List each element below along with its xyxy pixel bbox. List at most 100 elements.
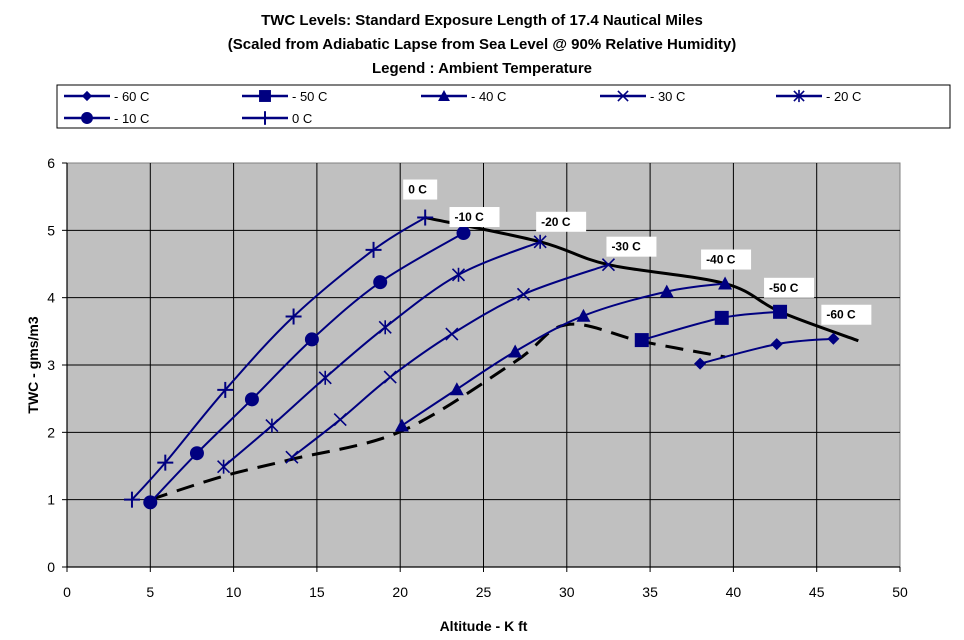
annotation-box (821, 304, 872, 325)
y-tick-label: 2 (47, 424, 55, 440)
series-group (123, 209, 434, 508)
annotation-box (701, 249, 752, 270)
envelope-line-dashed (149, 322, 726, 502)
x-tick-labels: 0 5 10 15 20 25 30 35 40 45 50 (63, 567, 908, 600)
annotation-label: -40 C (701, 249, 752, 270)
data-point (508, 344, 523, 358)
annotation-text: -50 C (769, 281, 799, 295)
data-point (634, 333, 649, 348)
data-point (285, 308, 302, 325)
x-tick-label: 25 (476, 584, 492, 600)
legend-marker-plus-icon (258, 111, 272, 125)
legend-item: 0 C (242, 111, 312, 126)
data-point (285, 450, 299, 464)
x-tick-label: 30 (559, 584, 575, 600)
legend-marker-star-icon (793, 89, 805, 103)
data-point (244, 392, 259, 407)
legend-marker-triangle-icon (438, 90, 450, 102)
data-point (318, 370, 332, 385)
data-point (445, 327, 459, 341)
data-point (157, 454, 174, 471)
annotation-text: -20 C (541, 215, 571, 229)
chart-subtitle: (Scaled from Adiabatic Lapse from Sea Le… (227, 36, 737, 53)
annotation-label: -60 C (821, 304, 872, 325)
data-point (373, 275, 388, 290)
annotation-box (449, 207, 500, 228)
annotation-label: -20 C (536, 211, 587, 232)
legend: - 60 C - 50 C - 40 C - 30 C - 20 C - 10 C 0 C (56, 84, 951, 129)
legend-item: - 50 C (242, 89, 327, 104)
series-group (285, 258, 616, 464)
data-point (694, 357, 707, 370)
annotation-box (764, 277, 815, 298)
annotation-text: -60 C (826, 308, 856, 322)
legend-marker-diamond-icon (81, 90, 93, 102)
legend-marker-circle-icon (81, 112, 93, 124)
envelope-line-solid (424, 216, 859, 343)
legend-item: - 30 C (600, 89, 685, 104)
x-tick-label: 0 (63, 584, 71, 600)
legend-item: - 10 C (64, 111, 149, 126)
annotation-box (403, 179, 438, 200)
data-point (456, 226, 471, 241)
data-point (394, 418, 409, 432)
data-point (576, 308, 591, 322)
annotation-label: 0 C (403, 179, 438, 200)
series-group (143, 226, 471, 510)
annotation-label: -50 C (764, 277, 815, 298)
data-point (383, 370, 397, 384)
x-tick-label: 10 (226, 584, 242, 600)
x-tick-label: 15 (309, 584, 325, 600)
data-point (773, 304, 788, 319)
data-point (365, 241, 382, 258)
x-tick-label: 45 (809, 584, 825, 600)
data-point (449, 382, 464, 396)
legend-item: - 40 C (421, 89, 506, 104)
data-point (378, 320, 392, 335)
annotation-text: -30 C (611, 240, 641, 254)
legend-label: - 40 C (471, 89, 506, 104)
legend-marker-x-icon (617, 90, 629, 102)
legend-label: - 10 C (114, 111, 149, 126)
annotations: 0 C -10 C -20 C -30 C -40 C -50 C -60 C (403, 179, 872, 325)
data-point (217, 381, 234, 398)
data-point (659, 284, 674, 298)
data-point (265, 418, 279, 433)
legend-item: - 20 C (776, 89, 861, 104)
data-point (533, 234, 547, 249)
annotation-label: -10 C (449, 207, 500, 228)
data-point (601, 258, 616, 272)
legend-box (56, 84, 951, 129)
data-point (123, 491, 140, 508)
y-tick-labels: 0 1 2 3 4 5 6 (47, 155, 67, 575)
y-axis-label: TWC - gms/m3 (25, 316, 41, 413)
data-point (189, 446, 204, 461)
y-tick-label: 4 (47, 290, 55, 306)
y-tick-label: 1 (47, 492, 55, 508)
x-tick-label: 35 (642, 584, 658, 600)
y-tick-label: 5 (47, 222, 55, 238)
annotation-box (606, 236, 657, 257)
series-group (394, 276, 733, 432)
legend-marker-square-icon (259, 90, 271, 102)
data-point (714, 310, 729, 325)
chart-title: TWC Levels: Standard Exposure Length of … (261, 12, 703, 29)
series-group (217, 234, 547, 474)
x-axis-label: Altitude - K ft (440, 618, 528, 634)
data-point (217, 459, 231, 474)
x-tick-label: 5 (146, 584, 154, 600)
annotation-label: -30 C (606, 236, 657, 257)
data-point (451, 267, 466, 282)
y-tick-label: 0 (47, 559, 55, 575)
x-tick-label: 50 (892, 584, 908, 600)
data-point (304, 332, 319, 347)
data-point (417, 209, 434, 226)
data-point (143, 495, 158, 510)
y-tick-label: 6 (47, 155, 55, 171)
data-point (770, 338, 783, 351)
legend-label: - 20 C (826, 89, 861, 104)
data-point (516, 287, 531, 301)
data-point (827, 332, 840, 345)
x-tick-label: 40 (726, 584, 742, 600)
